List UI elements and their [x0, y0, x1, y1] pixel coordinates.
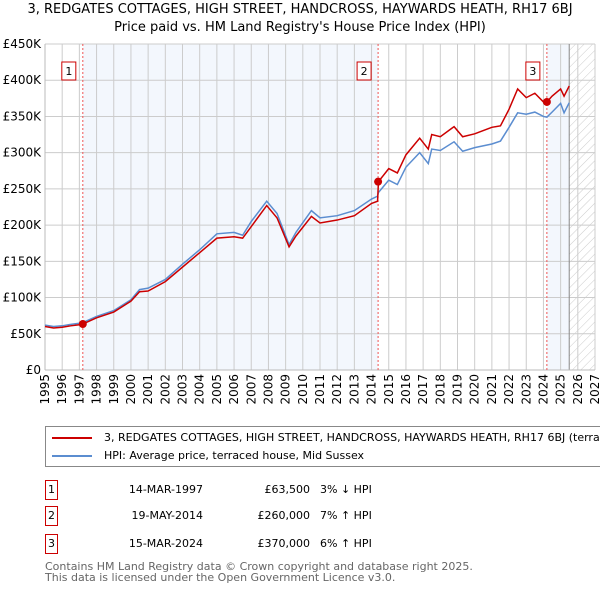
x-tick-label: 1999	[107, 374, 121, 405]
sale-label: 2	[361, 65, 368, 78]
hpi-line	[44, 102, 570, 328]
legend-item-property: 3, REDGATES COTTAGES, HIGH STREET, HANDC…	[52, 431, 600, 444]
y-tick-label: £0	[26, 363, 41, 377]
x-tick-label: 2011	[313, 374, 327, 405]
x-tick-label: 1998	[90, 374, 104, 405]
x-tick-label: 2013	[347, 374, 361, 405]
x-tick-label: 2003	[176, 374, 190, 405]
x-tick-label: 2018	[433, 374, 447, 405]
price-chart: £0 £50K £100K £150K £200K £250K £300K £350K £400…	[3, 37, 600, 405]
x-tick-label: 2017	[416, 374, 430, 405]
x-tick-label: 2022	[502, 374, 516, 405]
x-tick-label: 2026	[571, 374, 585, 405]
sale-price: £63,500	[264, 483, 311, 496]
sale-date: 15-MAR-2024	[128, 537, 203, 550]
shaded-band	[82, 44, 379, 370]
x-tick-label: 2000	[124, 374, 138, 405]
sale-point	[374, 177, 383, 186]
x-tick-label: 2015	[382, 374, 396, 405]
x-tick-label: 2004	[193, 374, 207, 405]
x-tick-label: 2016	[399, 374, 413, 405]
y-tick-label: £450K	[3, 37, 43, 51]
sale-label-box	[356, 61, 372, 81]
x-tick-label: 2014	[365, 374, 379, 405]
sale-date: 14-MAR-1997	[128, 483, 203, 496]
sale-marker-badge: 1	[45, 480, 58, 500]
chart-title: 3, REDGATES COTTAGES, HIGH STREET, HANDC…	[27, 2, 573, 17]
footer-copyright: Contains HM Land Registry data © Crown c…	[45, 560, 473, 573]
sale-label-box	[525, 61, 541, 81]
x-tick-label: 2024	[536, 374, 550, 405]
sale-point	[542, 97, 551, 106]
x-tick-label: 1995	[38, 374, 52, 405]
x-tick-label: 2027	[588, 374, 600, 405]
x-tick-label: 2009	[279, 374, 293, 405]
property-price-line	[44, 85, 570, 329]
legend-item-hpi: HPI: Average price, terraced house, Mid …	[52, 449, 364, 462]
x-tick-label: 2008	[261, 374, 275, 405]
x-tick-label: 1996	[55, 374, 69, 405]
x-tick-label: 2019	[451, 374, 465, 405]
blue-line-swatch	[52, 455, 92, 457]
legend-label: 3, REDGATES COTTAGES, HIGH STREET, HANDC…	[104, 431, 600, 444]
sale-marker-badge: 2	[45, 506, 58, 526]
forecast-hatch	[569, 44, 595, 370]
x-tick-label: 2002	[158, 374, 172, 405]
sale-marker-badge: 3	[45, 534, 58, 554]
y-tick-label: £100K	[3, 291, 43, 305]
y-tick-label: £50K	[10, 327, 42, 341]
legend: 3, REDGATES COTTAGES, HIGH STREET, HANDC…	[45, 426, 600, 467]
sale-label-box	[61, 61, 77, 81]
sale-price: £260,000	[257, 509, 311, 522]
y-tick-label: £150K	[3, 254, 43, 268]
x-tick-label: 2025	[554, 374, 568, 405]
x-tick-label: 2010	[296, 374, 310, 405]
y-tick-label: £400K	[3, 73, 43, 87]
sale-label: 3	[529, 65, 536, 78]
sale-date: 19-MAY-2014	[131, 509, 203, 522]
sale-point	[78, 319, 87, 328]
x-tick-label: 2012	[330, 374, 344, 405]
sale-price: £370,000	[257, 537, 311, 550]
x-tick-label: 2006	[227, 374, 241, 405]
y-tick-label: £350K	[3, 109, 43, 123]
x-tick-label: 2007	[244, 374, 258, 405]
x-tick-label: 2023	[519, 374, 533, 405]
x-tick-label: 2020	[468, 374, 482, 405]
x-tick-label: 2005	[210, 374, 224, 405]
y-tick-label: £250K	[3, 182, 43, 196]
chart-subtitle: Price paid vs. HM Land Registry's House …	[114, 20, 486, 35]
sale-label: 1	[65, 65, 72, 78]
sale-hpi-diff: 7% ↑ HPI	[320, 509, 372, 522]
shaded-band	[546, 44, 570, 370]
x-tick-label: 1997	[72, 374, 86, 405]
sale-hpi-diff: 6% ↑ HPI	[320, 537, 372, 550]
x-tick-label: 2021	[485, 374, 499, 405]
red-line-swatch	[52, 437, 92, 439]
y-tick-label: £200K	[3, 218, 43, 232]
x-tick-label: 2001	[141, 374, 155, 405]
y-tick-label: £300K	[3, 146, 43, 160]
legend-label: HPI: Average price, terraced house, Mid …	[104, 449, 365, 462]
sale-hpi-diff: 3% ↓ HPI	[320, 483, 372, 496]
footer-licence: This data is licensed under the Open Gov…	[45, 571, 396, 584]
